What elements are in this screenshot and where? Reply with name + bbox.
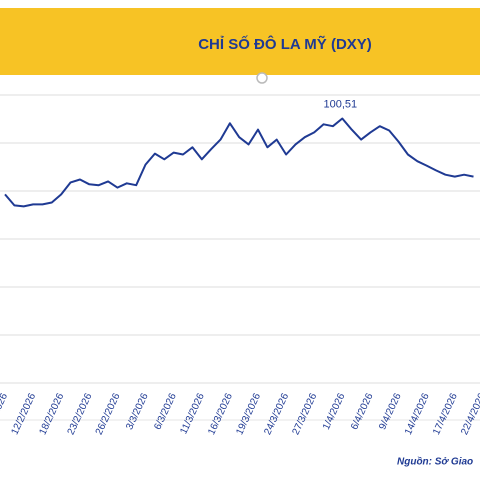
x-tick-label: 11/3/2026 [178, 391, 207, 436]
x-tick-label: 3/3/2026 [124, 391, 151, 431]
x-tick-label: 16/3/2026 [206, 391, 235, 436]
line [4, 117, 474, 208]
x-tick-label: 18/2/2026 [38, 391, 67, 436]
source: Nguồn: Sở Giao [397, 456, 473, 468]
x-tick-label: 12/2/2026 [9, 391, 38, 436]
x-tick-label: 9/4/2026 [377, 391, 404, 431]
x-tick-label: 6/3/2026 [152, 391, 179, 431]
x-tick-label: 1/4/2026 [321, 391, 348, 431]
x-tick-label: 27/3/2026 [291, 391, 320, 436]
value-label: 100,51 [323, 98, 357, 110]
x-tick-label: 17/4/2026 [431, 391, 460, 436]
x-tick-label: 6/4/2026 [349, 391, 376, 431]
x-tick-label: 9/2/2026 [0, 391, 10, 431]
x-tick-label: 19/3/2026 [234, 391, 263, 436]
chart-title: CHỈ SỐ ĐÔ LA MỸ (DXY) [198, 35, 372, 53]
x-tick-label: 26/2/2026 [94, 391, 123, 436]
x-tick-label: 23/2/2026 [66, 391, 95, 436]
x-tick-label: 24/3/2026 [262, 391, 291, 436]
x-tick-label: 22/4/2026 [459, 391, 480, 436]
x-tick-label: 14/4/2026 [403, 391, 432, 436]
title-banner [0, 8, 480, 75]
icon [256, 72, 268, 84]
